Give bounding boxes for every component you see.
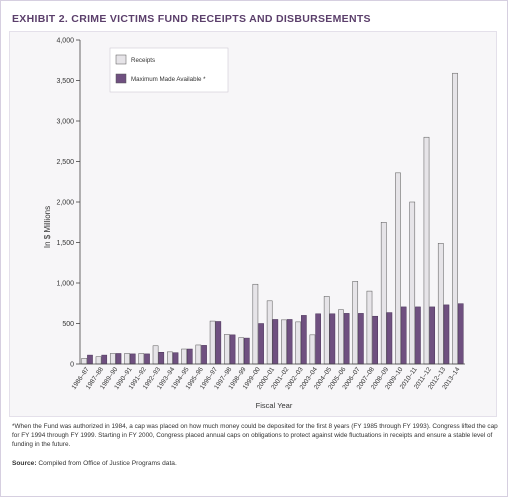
- receipts-bar: [366, 290, 373, 365]
- y-tick-label: 500: [62, 321, 74, 328]
- y-axis-label: In $ Millions: [43, 206, 52, 248]
- exhibit-title: EXHIBIT 2. CRIME VICTIMS FUND RECEIPTS A…: [12, 13, 371, 25]
- max-available-bar: [329, 313, 336, 365]
- y-tick-label: 1,500: [56, 240, 74, 247]
- y-tick-label: 2,000: [56, 200, 74, 207]
- y-tick-label: 2,500: [56, 159, 74, 166]
- max-available-bar: [144, 353, 150, 365]
- max-available-bar: [115, 353, 122, 365]
- receipts-bar: [195, 344, 202, 365]
- receipts-bar: [209, 320, 216, 365]
- max-available-bar: [158, 352, 165, 365]
- receipts-bar: [152, 345, 159, 365]
- receipts-bar: [224, 334, 230, 365]
- source-label: Source:: [12, 460, 37, 467]
- chart-area: 0 500 1,000 1,500 2,000 2,500 3,000 3,500 4,000 …: [9, 31, 497, 417]
- max-available-bar: [286, 319, 293, 365]
- legend: Receipts Maximum Made Available *: [109, 47, 229, 93]
- max-available-bar: [315, 313, 321, 365]
- max-available-bar: [457, 303, 464, 365]
- legend-label-max-available: Maximum Made Available *: [131, 76, 206, 83]
- receipts-bar: [138, 353, 145, 365]
- max-available-bar: [215, 321, 222, 365]
- receipts-bar: [167, 351, 173, 365]
- legend-swatch-max-available: [115, 73, 127, 84]
- max-available-bar: [386, 312, 393, 365]
- max-available-bar: [429, 306, 436, 365]
- y-tick-label: 3,500: [56, 78, 74, 85]
- receipts-bar: [238, 337, 244, 365]
- legend-box: [109, 47, 229, 93]
- receipts-bar: [109, 353, 116, 365]
- source-text: Compiled from Office of Justice Programs…: [38, 460, 177, 467]
- max-available-bar: [186, 348, 193, 365]
- receipts-bar: [309, 334, 316, 365]
- receipts-bar: [295, 321, 301, 365]
- receipts-bar: [437, 243, 444, 365]
- y-axis: 0 500 1,000 1,500 2,000 2,500 3,000 3,500 4,000: [56, 38, 81, 369]
- receipts-bar: [380, 222, 387, 365]
- y-tick-label: 0: [70, 362, 74, 369]
- max-available-bar: [229, 334, 236, 365]
- receipts-bar: [252, 283, 259, 365]
- max-available-bar: [201, 345, 207, 365]
- bar-chart: 05001,0001,5002,0002,5003,0003,5004,000 …: [43, 38, 465, 410]
- receipts-bar: [81, 358, 88, 365]
- max-available-bar: [443, 304, 450, 365]
- max-available-bar: [372, 315, 378, 365]
- source-line: Source: Compiled from Office of Justice …: [12, 460, 498, 467]
- max-available-bar: [87, 354, 93, 365]
- receipts-bar: [409, 201, 416, 365]
- receipts-bar: [352, 281, 359, 365]
- receipts-bar: [181, 348, 187, 365]
- receipts-bar: [95, 356, 102, 365]
- max-available-bar: [129, 353, 136, 365]
- max-available-bar: [101, 354, 108, 365]
- max-available-bar: [272, 319, 279, 365]
- receipts-bar: [281, 319, 287, 365]
- y-tick-label: 4,000: [56, 38, 74, 45]
- max-available-bar: [258, 323, 264, 365]
- receipts-bar: [423, 136, 430, 365]
- max-available-bar: [244, 337, 250, 365]
- max-available-bar: [301, 315, 307, 365]
- receipts-bar: [124, 353, 130, 365]
- x-axis-label: Fiscal Year: [256, 401, 293, 410]
- footnote: *When the Fund was authorized in 1984, a…: [12, 423, 498, 448]
- legend-swatch-receipts: [115, 54, 127, 65]
- receipts-bar: [338, 309, 344, 365]
- max-available-bar: [172, 352, 179, 365]
- receipts-bar: [452, 72, 458, 365]
- y-tick-label: 3,000: [56, 119, 74, 126]
- receipts-bar: [266, 300, 273, 365]
- x-axis: 1986–871987–881989–901990–911991–921992–…: [71, 363, 465, 391]
- max-available-bar: [400, 306, 407, 365]
- max-available-bar: [343, 313, 350, 365]
- y-tick-label: 1,000: [56, 281, 74, 288]
- max-available-bar: [358, 313, 364, 365]
- bars: [81, 72, 464, 365]
- receipts-bar: [323, 296, 330, 365]
- legend-label-receipts: Receipts: [131, 57, 155, 64]
- receipts-bar: [395, 172, 401, 365]
- max-available-bar: [415, 306, 421, 365]
